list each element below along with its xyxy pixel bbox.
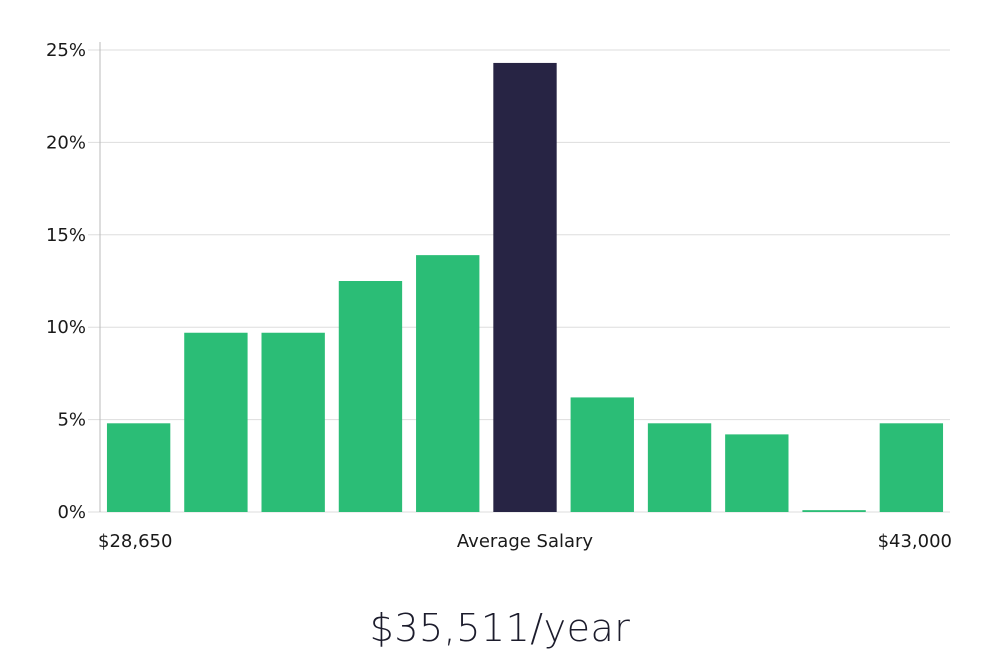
x-label-average: Average Salary — [457, 531, 594, 552]
x-label-min: $28,650 — [98, 531, 172, 552]
bars — [106, 62, 944, 513]
salary-histogram-chart: 0%5%10%15%20%25% $28,650 Average Salary … — [46, 40, 952, 552]
bar — [416, 255, 480, 513]
average-salary-headline: $35,511/year — [369, 606, 631, 650]
y-axis-tick-labels: 0% 5% 10% 15% 20% 25% — [46, 40, 86, 523]
bar — [184, 332, 248, 512]
bar — [647, 423, 712, 512]
x-label-max: $43,000 — [878, 531, 952, 552]
bar — [879, 423, 944, 512]
y-tick-label: 15% — [46, 225, 86, 246]
bar — [261, 332, 325, 512]
y-tick-label: 25% — [46, 40, 86, 61]
bar — [106, 423, 171, 512]
y-tick-label: 0% — [57, 502, 86, 523]
y-tick-label: 5% — [57, 410, 86, 431]
bar — [802, 510, 866, 512]
bar — [570, 397, 634, 512]
bar-average-salary — [493, 62, 557, 512]
y-tick-label: 20% — [46, 132, 86, 153]
bar — [338, 281, 403, 512]
y-tick-label: 10% — [46, 317, 86, 338]
bar — [725, 434, 789, 512]
